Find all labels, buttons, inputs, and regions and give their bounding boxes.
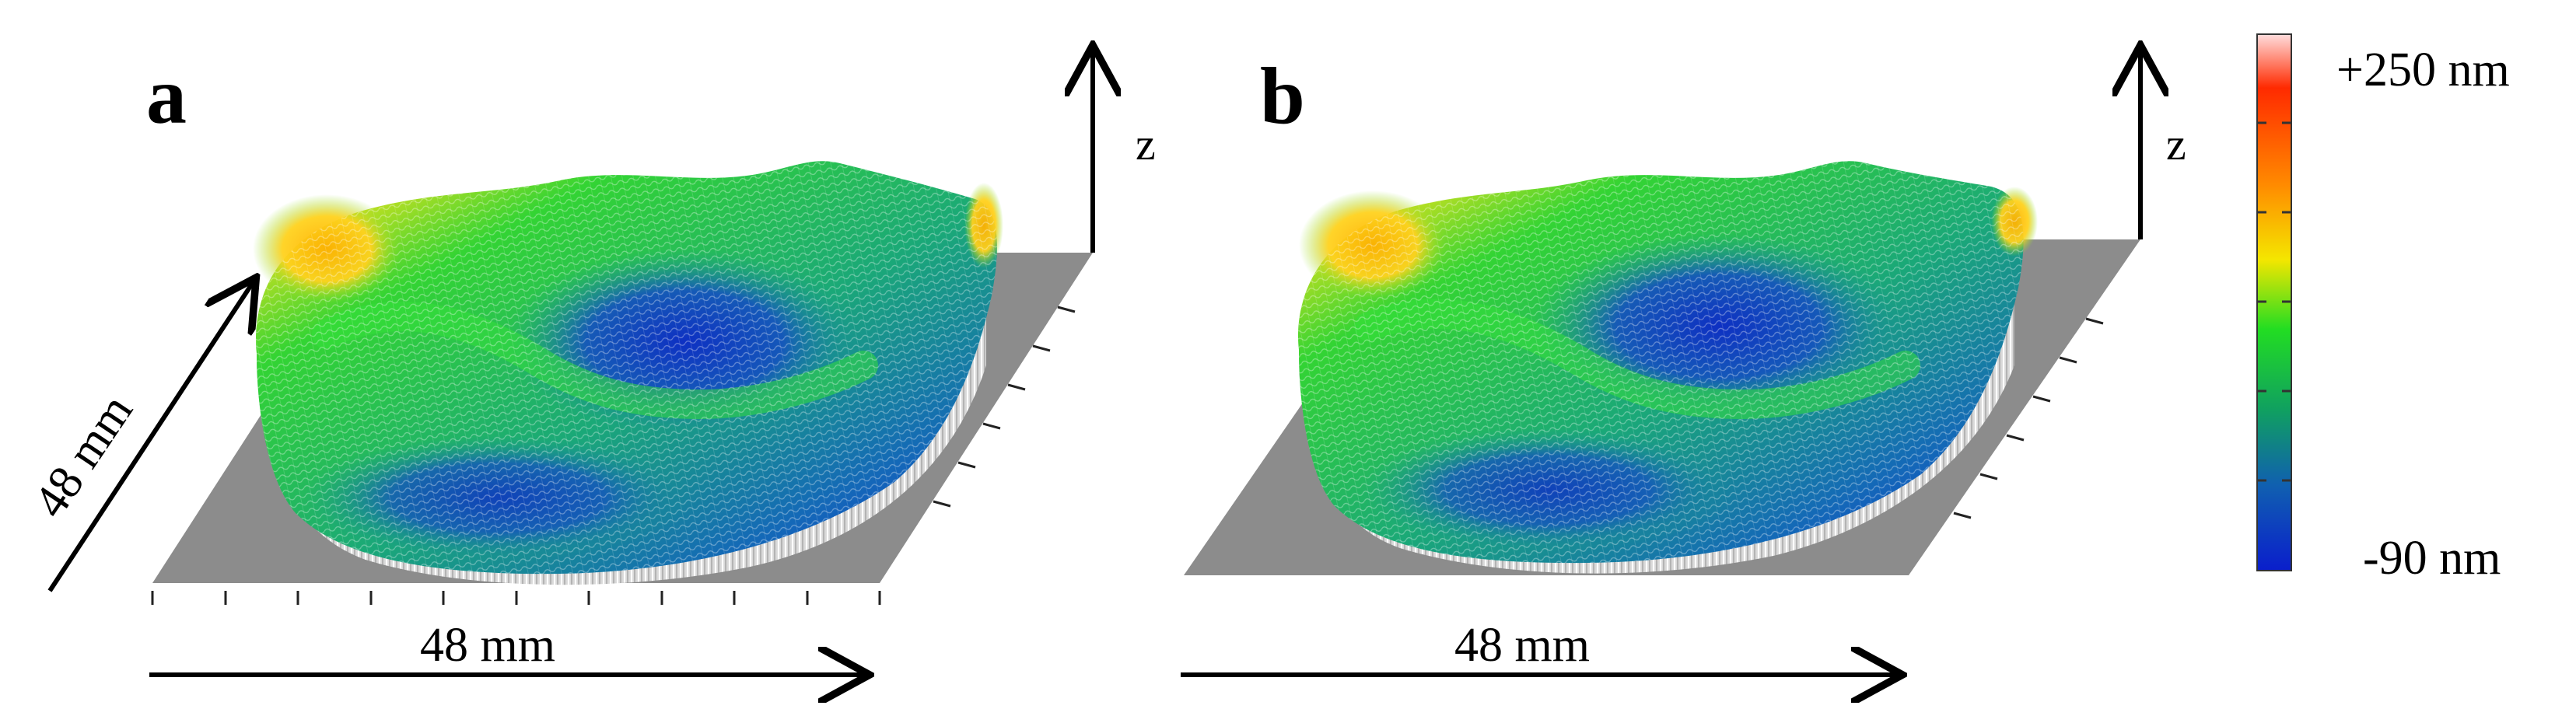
panel-label-b: b bbox=[1260, 51, 1305, 141]
panel-label-a: a bbox=[146, 51, 187, 141]
panel-a: z 48 mm 48 mm a bbox=[23, 50, 1156, 675]
x-ticks-a bbox=[151, 591, 881, 605]
x-extent-label-a: 48 mm bbox=[420, 619, 555, 672]
colorbar-ticks bbox=[2257, 121, 2291, 482]
surface-mesh-b bbox=[1297, 161, 2024, 564]
y-extent-label-a: 48 mm bbox=[23, 386, 143, 527]
plate-side-ticks-a bbox=[933, 306, 1076, 508]
z-axis-label-a: z bbox=[1136, 119, 1156, 169]
z-axis-label-b: z bbox=[2166, 119, 2186, 169]
colorbar-min-label: -90 nm bbox=[2363, 532, 2501, 585]
colorbar: +250 nm -90 nm bbox=[2256, 33, 2510, 585]
y-extent-arrow-a bbox=[47, 281, 254, 592]
plate-side-ticks-b bbox=[1953, 317, 2104, 519]
panel-b: z 48 mm b bbox=[1181, 50, 2186, 675]
colorbar-max-label: +250 nm bbox=[2336, 44, 2510, 96]
surface-mesh-a bbox=[255, 161, 997, 575]
x-extent-label-b: 48 mm bbox=[1454, 619, 1590, 672]
